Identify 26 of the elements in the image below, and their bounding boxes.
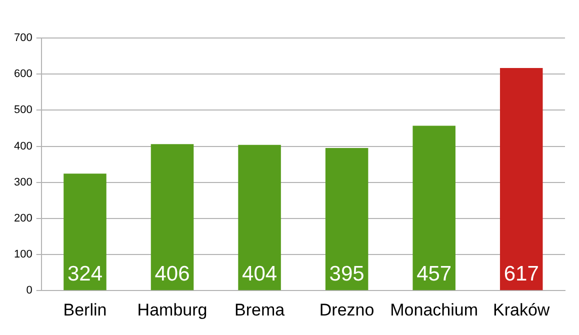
- y-tick-label: 600: [14, 68, 32, 80]
- x-tick-label: Kraków: [493, 300, 550, 320]
- bar: [500, 68, 543, 290]
- data-label: 404: [242, 262, 278, 286]
- data-label: 457: [416, 262, 452, 286]
- y-tick-label: 200: [14, 212, 32, 224]
- y-tick-label: 500: [14, 104, 32, 116]
- data-label: 617: [504, 262, 539, 286]
- bar: [325, 148, 368, 290]
- y-tick-label: 0: [26, 284, 32, 297]
- x-tick-label: Drezno: [319, 300, 374, 320]
- x-tick-label: Brema: [234, 300, 286, 320]
- bar: [150, 144, 194, 290]
- y-tick-label: 700: [14, 32, 32, 44]
- x-tick-label: Hamburg: [137, 300, 208, 320]
- data-label: 395: [329, 262, 364, 286]
- x-tick-label: Monachium: [390, 300, 478, 320]
- x-tick-label: Berlin: [63, 300, 107, 320]
- y-tick-label: 100: [14, 248, 32, 261]
- bar: [412, 126, 456, 290]
- bar: [64, 174, 106, 290]
- bar: [238, 144, 281, 290]
- y-tick-label: 400: [14, 140, 32, 152]
- data-label: 406: [154, 262, 190, 286]
- y-tick-label: 300: [14, 176, 32, 188]
- data-label: 324: [67, 262, 103, 286]
